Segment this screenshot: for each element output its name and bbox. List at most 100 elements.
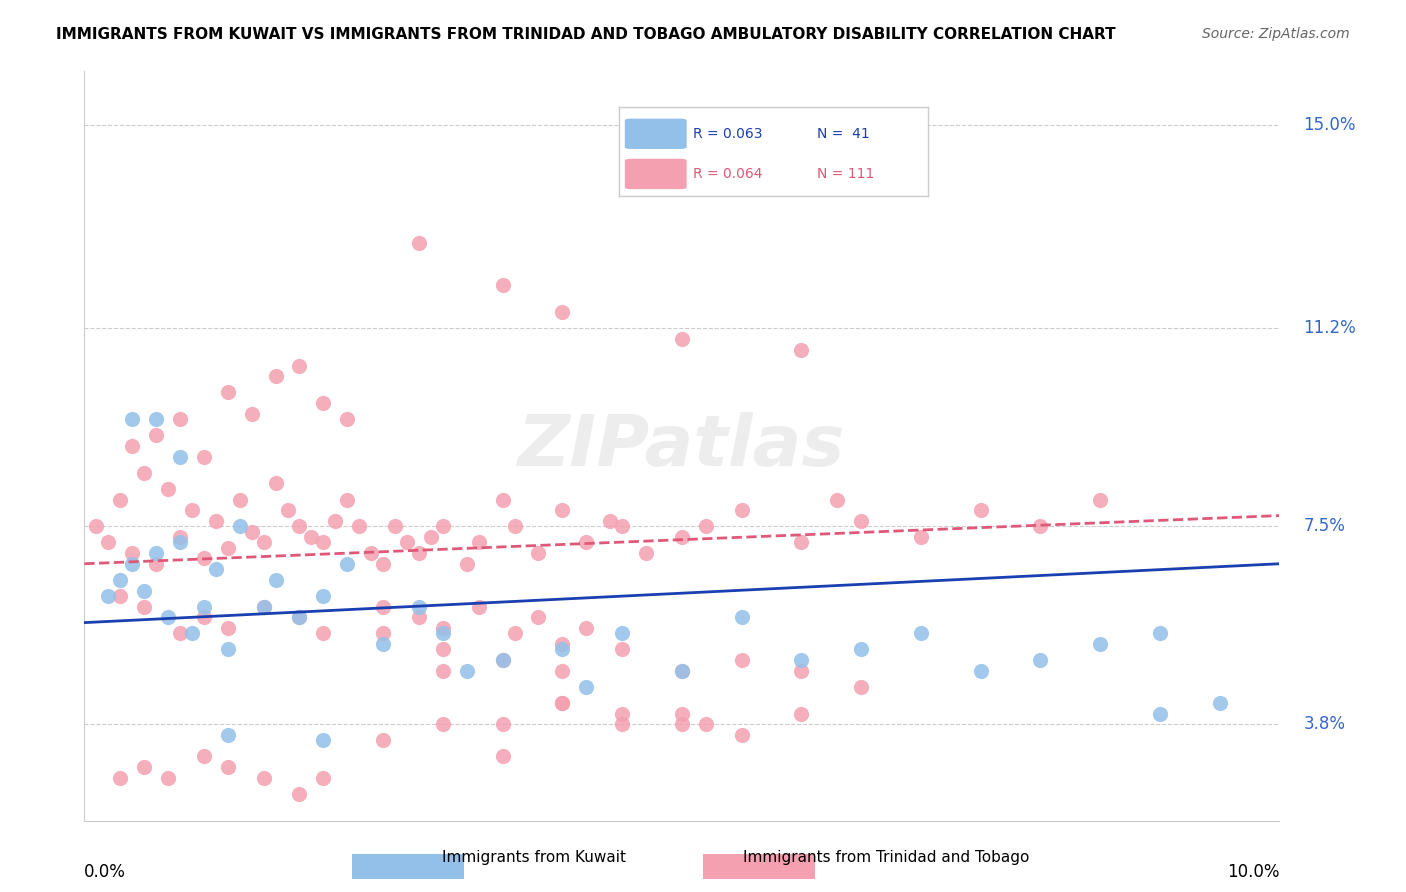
- Point: [612, 626, 634, 640]
- Point: [312, 589, 335, 603]
- Point: [671, 530, 693, 544]
- Point: [790, 664, 813, 678]
- Text: 3.8%: 3.8%: [1303, 715, 1346, 733]
- Point: [264, 369, 287, 384]
- Point: [253, 599, 276, 614]
- Point: [575, 680, 598, 694]
- Point: [468, 535, 491, 549]
- Point: [851, 642, 873, 657]
- Point: [217, 385, 239, 400]
- Point: [264, 476, 287, 491]
- Point: [432, 626, 454, 640]
- Point: [373, 626, 395, 640]
- Point: [312, 396, 335, 410]
- Point: [336, 557, 359, 571]
- Point: [970, 503, 993, 517]
- Point: [240, 524, 263, 539]
- Point: [169, 626, 191, 640]
- Point: [121, 439, 143, 453]
- Point: [432, 519, 454, 533]
- Point: [503, 519, 526, 533]
- Point: [731, 728, 754, 742]
- Point: [671, 664, 693, 678]
- Point: [551, 696, 574, 710]
- Point: [217, 728, 239, 742]
- Point: [169, 530, 191, 544]
- Point: [217, 642, 239, 657]
- Point: [492, 717, 515, 731]
- Point: [456, 557, 478, 571]
- Point: [110, 492, 132, 507]
- Point: [527, 546, 550, 560]
- Point: [373, 599, 395, 614]
- Point: [253, 771, 276, 785]
- Point: [86, 519, 108, 533]
- Point: [228, 492, 252, 507]
- Point: [1090, 637, 1112, 651]
- Point: [527, 610, 550, 624]
- Point: [253, 599, 276, 614]
- Point: [420, 530, 443, 544]
- Point: [288, 359, 311, 373]
- Point: [288, 610, 311, 624]
- Point: [408, 546, 430, 560]
- Point: [132, 760, 156, 774]
- Point: [157, 610, 180, 624]
- Point: [695, 717, 717, 731]
- Point: [396, 535, 419, 549]
- Point: [671, 332, 693, 346]
- Text: Immigrants from Trinidad and Tobago: Immigrants from Trinidad and Tobago: [742, 850, 1029, 865]
- Point: [312, 771, 335, 785]
- Point: [217, 541, 239, 555]
- Point: [132, 583, 156, 598]
- Text: 11.2%: 11.2%: [1303, 319, 1357, 337]
- Point: [312, 626, 335, 640]
- Point: [312, 733, 335, 747]
- Point: [575, 621, 598, 635]
- Point: [193, 610, 215, 624]
- Point: [408, 235, 430, 250]
- Point: [181, 626, 204, 640]
- Point: [97, 535, 120, 549]
- Point: [288, 610, 311, 624]
- Text: 7.5%: 7.5%: [1303, 517, 1346, 535]
- Point: [193, 599, 215, 614]
- Point: [432, 717, 454, 731]
- Point: [612, 519, 634, 533]
- Text: ZIPatlas: ZIPatlas: [519, 411, 845, 481]
- FancyBboxPatch shape: [624, 119, 686, 149]
- Point: [612, 642, 634, 657]
- Point: [1149, 706, 1171, 721]
- Point: [325, 514, 347, 528]
- Point: [169, 412, 191, 426]
- Point: [145, 557, 167, 571]
- Point: [253, 535, 276, 549]
- Point: [373, 733, 395, 747]
- Point: [169, 535, 191, 549]
- Point: [132, 599, 156, 614]
- Point: [312, 535, 335, 549]
- Point: [731, 503, 754, 517]
- Point: [456, 664, 478, 678]
- Point: [408, 599, 430, 614]
- Point: [145, 428, 167, 442]
- Point: [612, 706, 634, 721]
- Point: [492, 492, 515, 507]
- Point: [288, 519, 311, 533]
- Point: [551, 642, 574, 657]
- Point: [695, 519, 717, 533]
- Point: [790, 535, 813, 549]
- Point: [790, 706, 813, 721]
- Text: Immigrants from Kuwait: Immigrants from Kuwait: [443, 850, 626, 865]
- Text: 15.0%: 15.0%: [1303, 116, 1355, 134]
- Point: [612, 717, 634, 731]
- Point: [288, 787, 311, 801]
- Text: Source: ZipAtlas.com: Source: ZipAtlas.com: [1202, 27, 1350, 41]
- Point: [636, 546, 658, 560]
- Point: [205, 514, 228, 528]
- Point: [1090, 492, 1112, 507]
- Point: [121, 557, 143, 571]
- Point: [157, 771, 180, 785]
- Point: [121, 412, 143, 426]
- Point: [492, 653, 515, 667]
